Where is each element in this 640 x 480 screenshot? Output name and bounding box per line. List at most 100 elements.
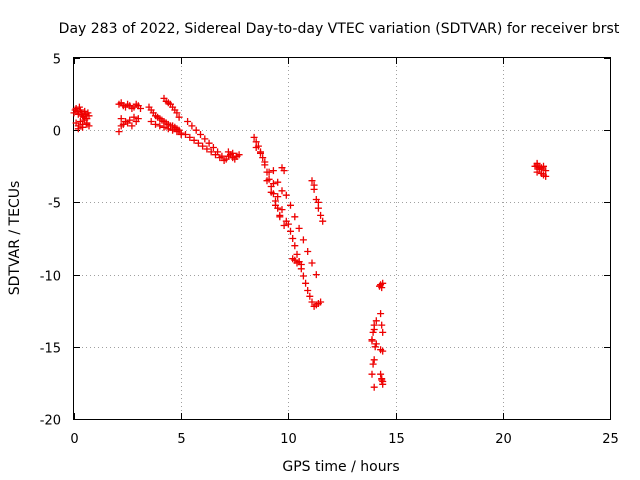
data-point — [291, 213, 299, 221]
data-point — [304, 248, 312, 255]
data-point — [192, 126, 200, 134]
data-point — [269, 180, 277, 188]
data-point — [83, 120, 91, 128]
data-point — [205, 139, 213, 147]
data-point — [74, 125, 82, 133]
grid-lines — [74, 58, 610, 419]
data-point — [291, 242, 299, 250]
data-point — [378, 321, 386, 329]
data-point — [308, 259, 316, 267]
data-point — [197, 131, 204, 138]
data-point — [299, 236, 307, 244]
data-point — [152, 120, 159, 128]
chart-title: Day 283 of 2022, Sidereal Day-to-day VTE… — [59, 21, 620, 37]
data-point — [128, 122, 136, 130]
data-point — [284, 220, 292, 228]
data-point — [214, 148, 222, 156]
y-tick-label: 0 — [53, 125, 61, 140]
data-point — [257, 149, 264, 157]
y-tick-label: -5 — [48, 197, 61, 212]
data-point — [263, 177, 271, 185]
data-point — [85, 112, 93, 120]
data-point — [278, 206, 286, 214]
data-point — [319, 217, 327, 225]
data-point — [370, 326, 378, 333]
data-point — [265, 168, 273, 176]
data-point — [370, 356, 378, 364]
data-point — [379, 328, 387, 336]
data-point — [137, 105, 144, 112]
plot-frame — [73, 57, 611, 420]
data-point — [289, 235, 297, 242]
data-point — [299, 272, 307, 280]
data-point — [379, 378, 387, 385]
data-point — [378, 284, 386, 292]
data-point — [297, 261, 305, 268]
x-tick-label: 0 — [70, 432, 78, 447]
data-point — [169, 126, 177, 134]
data-point — [201, 135, 209, 143]
data-point — [117, 122, 125, 130]
data-point — [317, 211, 325, 219]
data-point — [269, 167, 277, 175]
data-point — [370, 383, 378, 391]
data-point — [533, 159, 541, 167]
data-point — [302, 279, 310, 287]
data-point — [308, 298, 316, 306]
y-axis-label: SDTVAR / TECUs — [7, 181, 23, 296]
x-tick-label: 10 — [280, 432, 297, 447]
data-point — [372, 340, 380, 348]
data-point — [368, 337, 376, 345]
data-point — [156, 122, 164, 130]
data-point — [229, 149, 237, 157]
data-point — [287, 201, 294, 209]
data-point — [379, 347, 387, 355]
data-point — [282, 191, 290, 199]
x-tick-label: 20 — [495, 432, 512, 447]
data-point — [295, 224, 303, 232]
data-point — [186, 133, 194, 141]
data-point — [280, 222, 288, 229]
data-point — [259, 154, 267, 162]
data-point — [369, 360, 377, 368]
x-tick-label: 15 — [388, 432, 405, 447]
data-point — [372, 317, 380, 325]
data-point — [130, 113, 138, 121]
data-point — [310, 181, 318, 189]
data-point — [274, 178, 282, 186]
data-point — [540, 171, 547, 179]
data-point — [207, 148, 215, 156]
data-point — [194, 139, 202, 147]
x-tick-label: 25 — [602, 432, 619, 447]
data-point — [147, 118, 155, 125]
data-point — [377, 370, 385, 378]
y-tick-label: -15 — [40, 342, 61, 357]
axes: 0 5 10 15 20 25 -20 -15 -10 -5 0 5 — [40, 53, 619, 448]
data-point — [304, 287, 312, 294]
data-point — [306, 292, 314, 300]
data-point — [287, 227, 294, 235]
data-point — [379, 279, 387, 287]
data-point — [190, 136, 198, 144]
data-point — [74, 110, 82, 118]
data-point — [218, 152, 226, 160]
x-tick-label: 5 — [177, 432, 185, 447]
data-point — [278, 187, 286, 195]
data-point — [537, 164, 545, 172]
data-point — [233, 152, 241, 160]
data-point — [173, 109, 181, 117]
data-point — [308, 177, 316, 185]
data-point — [314, 198, 322, 206]
data-point — [117, 115, 125, 123]
data-point — [252, 144, 260, 151]
data-point — [164, 125, 172, 133]
data-point — [276, 213, 284, 221]
y-tick-label: -10 — [40, 270, 61, 285]
data-points — [70, 94, 550, 391]
data-point — [261, 158, 269, 166]
data-point — [317, 298, 325, 306]
y-tick-label: -20 — [40, 414, 61, 429]
data-point — [312, 271, 320, 279]
data-point — [224, 148, 232, 156]
